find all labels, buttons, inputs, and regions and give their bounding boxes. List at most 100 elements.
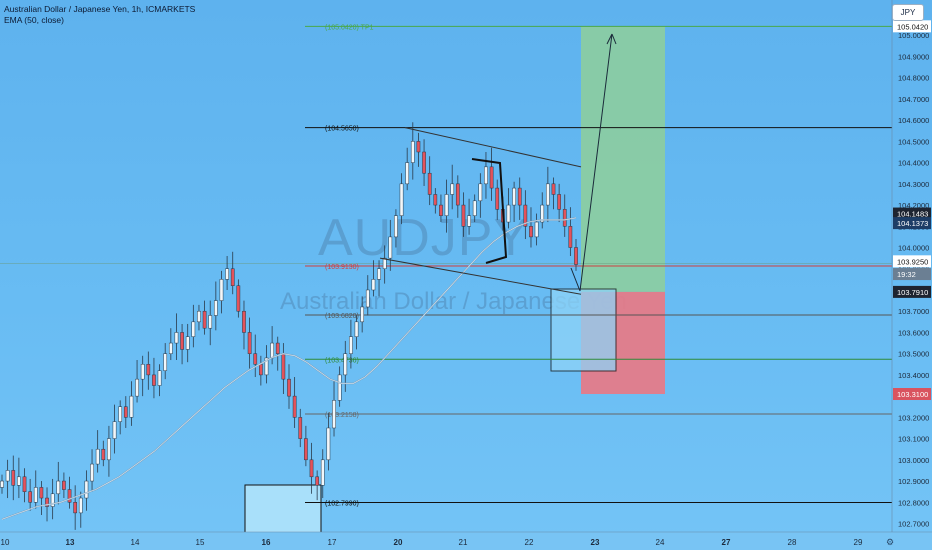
chart-legend: Australian Dollar / Japanese Yen, 1h, IC…	[4, 4, 195, 26]
level-label-3: (103.6820)	[325, 313, 359, 320]
price-tag-bg-2	[893, 217, 931, 230]
candle-body-64	[360, 306, 365, 323]
price-tick-19: 103.1000	[898, 435, 929, 444]
candle-body-0	[0, 480, 4, 488]
support-box	[244, 484, 322, 536]
time-tick-13: 13	[66, 538, 75, 547]
axis-settings-icon: ⚙	[886, 537, 894, 547]
projection-arrowhead	[606, 33, 617, 45]
candle-body-83	[467, 215, 471, 227]
candle-body-63	[354, 321, 359, 337]
candle-body-54	[304, 438, 308, 461]
flag-pattern	[471, 158, 508, 264]
candle-body-88	[495, 187, 500, 210]
time-tick-16: 16	[262, 538, 271, 547]
price-tag-2: 104.1373	[897, 219, 928, 228]
candle-body-23	[129, 395, 134, 418]
candle-body-40	[225, 268, 229, 280]
candle-body-75	[422, 151, 426, 174]
candle-body-100	[562, 209, 567, 227]
candle-body-21	[118, 406, 123, 422]
candle-body-50	[281, 353, 286, 380]
candle-body-76	[427, 172, 432, 195]
candle-body-36	[202, 310, 207, 329]
candle-body-29	[163, 353, 168, 371]
candle-body-41	[230, 268, 235, 286]
level-label-6: (102.7990)	[325, 500, 359, 507]
candle-body-28	[157, 370, 162, 386]
candle-body-27	[152, 374, 156, 386]
candle-body-71	[399, 183, 404, 216]
candle-body-30	[168, 342, 173, 354]
candle-body-82	[461, 204, 466, 227]
candle-body-53	[298, 417, 303, 439]
price-tick-3: 104.7000	[898, 95, 929, 104]
candle-body-97	[546, 183, 550, 206]
candle-body-15	[84, 480, 89, 499]
price-tick-21: 102.9000	[898, 477, 929, 486]
candle-body-56	[315, 476, 319, 486]
price-tick-2: 104.8000	[898, 74, 929, 83]
candle-body-6	[33, 487, 38, 503]
candle-body-101	[568, 226, 573, 248]
candle-body-92	[517, 187, 522, 206]
price-tag-1: 104.1483	[897, 210, 928, 219]
candle-body-60	[337, 374, 342, 401]
time-axis-bg	[0, 532, 932, 550]
time-tick-24: 24	[656, 538, 665, 547]
time-tick-21: 21	[459, 538, 468, 547]
candle-body-80	[450, 183, 455, 195]
price-tick-10: 104.0000	[898, 244, 929, 253]
candle-body-47	[264, 357, 269, 376]
price-tick-14: 103.6000	[898, 328, 929, 337]
candle-body-46	[259, 364, 263, 376]
candle-body-94	[529, 226, 533, 238]
candle-body-70	[394, 215, 398, 238]
level-label-1: (104.5650)	[325, 126, 359, 133]
candle-body-16	[90, 463, 94, 482]
candle-body-10	[56, 480, 61, 495]
price-tag-3: 103.9250	[897, 257, 928, 266]
indicator-title[interactable]: EMA (50, close)	[4, 15, 64, 25]
candle-body-95	[534, 221, 539, 238]
price-tag-6: 103.3100	[897, 390, 928, 399]
time-tick-14: 14	[131, 538, 140, 547]
candle-body-31	[174, 332, 179, 344]
candle-body-3	[17, 476, 21, 486]
candle-body-17	[95, 448, 100, 465]
candle-body-26	[146, 364, 151, 376]
candle-body-22	[123, 406, 128, 418]
candle-body-39	[219, 279, 224, 301]
candle-body-58	[326, 427, 331, 461]
wedge-lower-line	[379, 257, 582, 295]
candle-body-4	[22, 476, 27, 492]
candle-body-77	[433, 194, 438, 206]
candle-body-33	[185, 336, 190, 350]
level-label-4: (103.4736)	[325, 357, 359, 364]
candle-body-78	[439, 204, 443, 216]
candle-body-61	[343, 353, 348, 376]
candle-body-57	[320, 459, 325, 486]
time-tick-22: 22	[525, 538, 534, 547]
price-tick-5: 104.5000	[898, 137, 929, 146]
candle-body-93	[523, 204, 528, 227]
candle-body-102	[574, 247, 578, 265]
candle-body-7	[39, 487, 44, 499]
candle-body-68	[382, 257, 387, 270]
candle-body-85	[478, 183, 483, 202]
candle-body-32	[180, 332, 184, 350]
candle-body-55	[309, 459, 314, 478]
price-tick-16: 103.4000	[898, 371, 929, 380]
candle-body-74	[416, 141, 421, 153]
price-tag-4: 19:32	[897, 270, 916, 279]
candle-body-13	[73, 502, 78, 514]
currency-selector[interactable]: JPY	[892, 4, 924, 21]
price-tag-bg-4	[893, 268, 931, 281]
candle-body-67	[377, 268, 381, 280]
price-tag-bg-3	[893, 255, 931, 268]
candle-body-24	[135, 378, 139, 397]
price-tick-18: 103.2000	[898, 413, 929, 422]
price-tag-0: 105.0420	[897, 22, 928, 31]
